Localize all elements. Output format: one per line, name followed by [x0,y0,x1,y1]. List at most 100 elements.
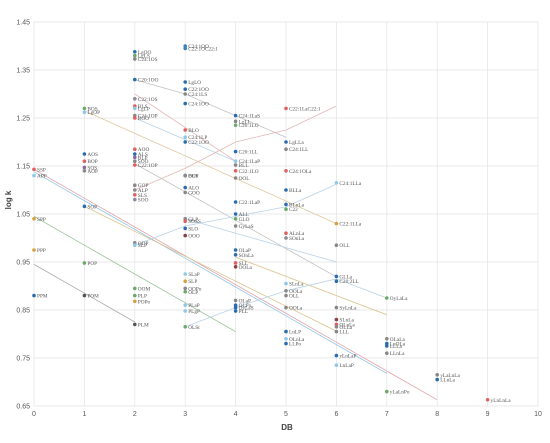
data-point-47 [133,183,137,187]
data-point-79 [334,274,339,279]
data-point-81 [183,286,187,291]
data-point-label-41: OLS [188,174,198,180]
data-point-label-2: LgOO [138,50,152,56]
data-point-45 [233,176,238,180]
data-point-71 [233,253,238,257]
data-point-label-86: SLnLa [289,282,304,288]
data-point-label-53: SOP [87,204,97,210]
data-point-39 [233,163,238,167]
data-point-49 [133,193,137,197]
data-point-label-110: LnOLa [390,342,406,348]
y-axis-title: log k [4,190,13,209]
data-point-77 [183,272,187,276]
data-point-52 [183,190,187,195]
data-point-label-60: ALL [239,212,249,218]
data-point-30 [133,163,137,167]
data-point-label-83: OOM [138,286,151,292]
y-tick-label-4: 1.05 [16,212,30,219]
x-tick-label-7: 7 [385,411,389,418]
data-point-label-55: BLnLa [289,202,305,208]
data-point-label-90: POM [87,294,99,300]
data-point-48 [133,188,137,192]
data-point-label-75: SLL [239,261,248,267]
data-point-label-108: LLPo [289,342,301,348]
data-point-106 [284,329,288,334]
data-point-label-93: OyLaS [239,306,254,312]
data-point-label-113: yLnLaP [339,354,356,360]
data-point-label-106: LnLP [289,330,301,336]
data-point-115 [435,373,440,377]
data-point-label-34: AOP [87,169,98,175]
data-points [32,44,490,402]
x-tick-label-4: 4 [234,411,238,418]
data-point-label-25: C24:1LL [289,147,308,153]
series-line-8 [134,93,236,162]
data-point-90 [82,293,87,298]
data-point-105 [183,325,187,329]
data-point-43 [284,169,288,173]
data-point-label-21: BLO [188,128,199,134]
data-point-label-11: BLS [138,104,148,110]
data-point-24 [284,140,288,144]
data-point-label-79: GLLa [339,274,352,280]
data-point-46 [284,188,288,192]
data-point-54 [233,200,238,204]
data-point-66 [183,233,187,238]
data-point-33 [82,165,87,170]
series-line-12 [134,183,337,246]
data-point-26 [133,147,137,151]
x-tick-label-1: 1 [82,411,86,418]
data-point-label-20: C22:1LaC22:1 [289,106,321,112]
data-point-10 [183,101,187,106]
data-point-107 [284,337,288,341]
data-point-67 [284,231,288,235]
data-point-label-98: OyLaLa [390,296,408,302]
data-point-label-48: ALP [138,188,148,194]
data-point-label-80: C20:2LL [339,279,358,285]
data-point-label-46: BLLa [289,188,302,194]
data-point-27 [133,152,137,156]
data-point-8 [183,92,187,96]
data-point-label-68: SOnLa [289,236,305,242]
data-point-label-112: LLnLa [390,351,405,357]
data-point-label-40: C22:1LO [239,169,259,175]
data-point-75 [233,261,238,265]
data-point-78 [183,279,187,284]
data-point-111 [385,344,389,348]
data-point-93 [233,305,238,310]
series-line-11 [185,218,337,263]
data-point-70 [233,248,238,252]
data-point-44 [334,181,339,185]
data-point-label-10: C24:1OO [188,102,209,108]
data-point-label-87: OOLa [289,289,303,295]
data-point-label-91: OLaP [239,298,251,304]
data-point-label-56: C22 [289,207,298,213]
x-tick-label-0: 0 [32,411,36,418]
data-point-label-63: ODP [138,241,149,247]
data-point-label-17: C24:1LaS [239,114,261,120]
data-point-56 [284,207,288,211]
trend-lines [33,79,438,401]
data-point-label-76: OOLa [239,265,253,271]
data-point-86 [284,281,288,286]
data-point-label-5: C20:1OO [138,78,159,84]
data-point-label-44: C24:1LLa [339,181,361,187]
data-point-label-69: OLL [339,243,349,249]
data-point-12 [133,106,137,111]
data-point-7 [183,87,187,91]
data-point-1 [183,46,187,51]
series-line-7 [134,79,287,138]
data-point-37 [233,149,238,154]
data-point-label-105: OLSt [188,325,200,331]
y-tick-label-6: 1.25 [16,116,30,123]
data-point-19 [233,123,238,127]
data-point-103 [334,329,339,334]
data-point-label-8: C24:1LS [188,92,207,98]
data-point-label-22: C24:1LP [188,135,207,141]
data-point-label-71: SOnLa [239,253,255,259]
data-point-label-109: OLaLa [390,337,406,343]
data-point-59 [183,219,187,223]
data-point-5 [133,77,137,82]
data-point-label-50: SOO [138,198,149,204]
data-point-label-26: AOO [138,147,150,153]
